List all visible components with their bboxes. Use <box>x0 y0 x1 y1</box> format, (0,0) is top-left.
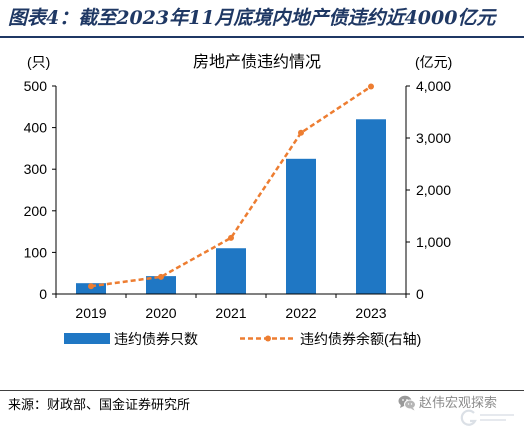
left-tick-label: 0 <box>39 286 47 302</box>
legend-marker-line <box>265 335 271 342</box>
left-tick-label: 100 <box>24 244 48 260</box>
wechat-icon <box>398 395 416 411</box>
chart-title: 房地产债违约情况 <box>193 53 321 71</box>
watermark-text: 赵伟宏观探索 <box>419 395 498 410</box>
balance-line <box>90 85 372 288</box>
balance-point-2019 <box>88 283 94 290</box>
bar-2021 <box>216 248 246 294</box>
balance-point-2021 <box>228 234 234 241</box>
bar-2022 <box>286 158 316 294</box>
legend: 违约债券只数 违约债券余额(右轴) <box>64 331 421 347</box>
source-note: 来源：财政部、国金证券研究所 <box>8 397 191 412</box>
left-axis-unit: (只) <box>27 54 50 70</box>
tick-layer: 0 100 200 300 400 500 0 1,000 2,000 3,000 4,000 201… <box>24 78 452 321</box>
bar-2020 <box>146 276 176 294</box>
firm-logo-icon <box>460 409 514 426</box>
figure-title-bar: 图表4：截至2023年11月底境内地产债违约近4000亿元 <box>0 0 524 38</box>
right-tick-label: 2,000 <box>416 182 451 198</box>
left-tick-label: 300 <box>24 161 48 177</box>
right-tick-label: 1,000 <box>416 234 451 250</box>
legend-swatch-bars <box>64 333 110 344</box>
left-tick-label: 400 <box>24 120 48 136</box>
right-tick-label: 3,000 <box>416 130 451 146</box>
x-tick-label: 2021 <box>215 305 246 321</box>
balance-point-2020 <box>158 273 164 280</box>
legend-label-bars: 违约债券只数 <box>114 331 198 347</box>
left-tick-label: 200 <box>24 203 48 219</box>
right-axis-unit: (亿元) <box>415 54 452 70</box>
balance-point-2023 <box>368 83 374 90</box>
source-divider <box>0 390 524 391</box>
watermark: 赵伟宏观探索 <box>398 394 497 412</box>
bar-2023 <box>356 119 386 294</box>
balance-point-2022 <box>298 129 304 136</box>
x-tick-label: 2022 <box>285 305 316 321</box>
plot-marks <box>76 83 386 294</box>
left-tick-label: 500 <box>24 78 48 94</box>
figure-title: 图表4：截至2023年11月底境内地产债违约近4000亿元 <box>8 7 496 29</box>
legend-label-line: 违约债券余额(右轴) <box>300 331 421 347</box>
x-tick-label: 2020 <box>145 305 176 321</box>
right-tick-label: 0 <box>416 286 424 302</box>
right-tick-label: 4,000 <box>416 78 451 94</box>
x-tick-label: 2019 <box>75 305 106 321</box>
x-tick-label: 2023 <box>355 305 386 321</box>
